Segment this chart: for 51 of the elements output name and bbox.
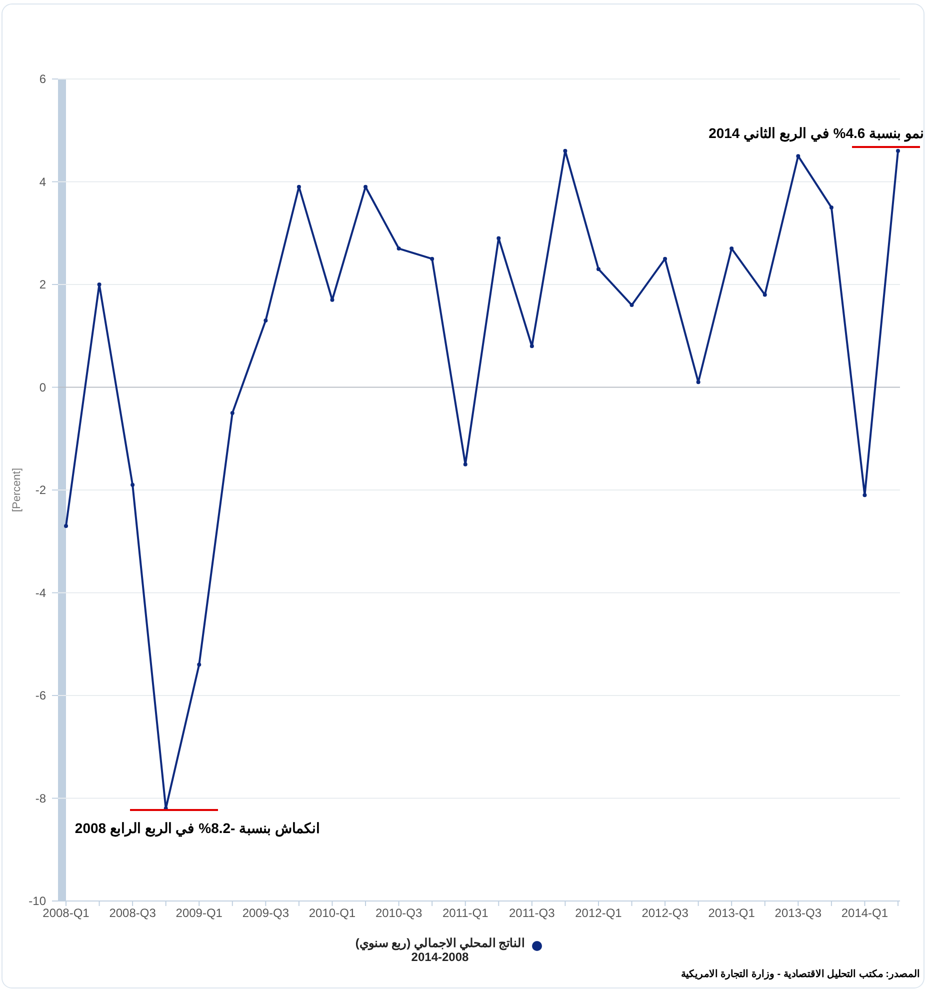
annotation: نمو بنسبة 4.6% في الربع الثاني 2014	[708, 125, 924, 142]
point	[829, 205, 834, 210]
x-tick-label: 2008-Q1	[42, 906, 90, 920]
text: المصدر: مكتب التحليل الاقتصادية - وزارة التجارة الامريكية	[680, 969, 920, 980]
point	[197, 662, 202, 667]
point	[896, 148, 900, 153]
point	[862, 493, 867, 498]
y-axis-title: [Percent]	[11, 468, 23, 512]
point	[796, 154, 800, 158]
x-tick-label: 2012-Q3	[642, 906, 689, 920]
point	[264, 318, 268, 322]
x-tick-label: 2010-Q3	[375, 906, 422, 920]
x-tick-label: 2012-Q1	[575, 906, 622, 920]
point	[630, 303, 634, 308]
x-tick-label: 2009-Q1	[176, 906, 223, 920]
point	[296, 184, 301, 189]
y-tick-label: -8	[35, 791, 46, 806]
annotation: انكماش بنسبة -8.2% في الربع الرابع 2008	[74, 820, 320, 837]
y-tick-label: -4	[35, 586, 46, 600]
point	[64, 524, 68, 528]
point	[97, 282, 102, 286]
point	[730, 246, 734, 251]
point	[330, 298, 334, 302]
y-tick-label: -2	[35, 483, 46, 497]
y-tick-label: 6	[39, 72, 46, 86]
point	[563, 148, 568, 153]
point	[230, 410, 234, 415]
point	[396, 246, 401, 251]
y-tick-label: 0	[39, 380, 46, 394]
point	[530, 344, 534, 348]
point	[696, 380, 700, 384]
x-tick-label: 2009-Q3	[242, 906, 290, 920]
y-tick-label: -6	[35, 688, 46, 702]
point	[364, 184, 368, 189]
x-tick-label: 2014-Q1	[841, 906, 888, 920]
point	[463, 462, 468, 466]
x-tick-label: 2011-Q3	[509, 906, 556, 920]
point	[596, 267, 600, 272]
y-tick-label: -10	[28, 894, 46, 908]
x-tick-label: 2013-Q1	[708, 906, 756, 920]
y-tick-label: 4	[39, 174, 46, 189]
point	[496, 236, 501, 240]
point	[663, 256, 668, 261]
y-tick-label: 2	[39, 278, 46, 292]
x-tick-label: 2008-Q3	[109, 906, 156, 920]
x-tick-label: 2010-Q1	[308, 906, 356, 920]
point	[430, 256, 434, 261]
point	[762, 292, 767, 297]
point	[130, 482, 135, 487]
x-tick-label: 2013-Q3	[774, 906, 822, 920]
x-tick-label: 2011-Q1	[442, 906, 489, 920]
